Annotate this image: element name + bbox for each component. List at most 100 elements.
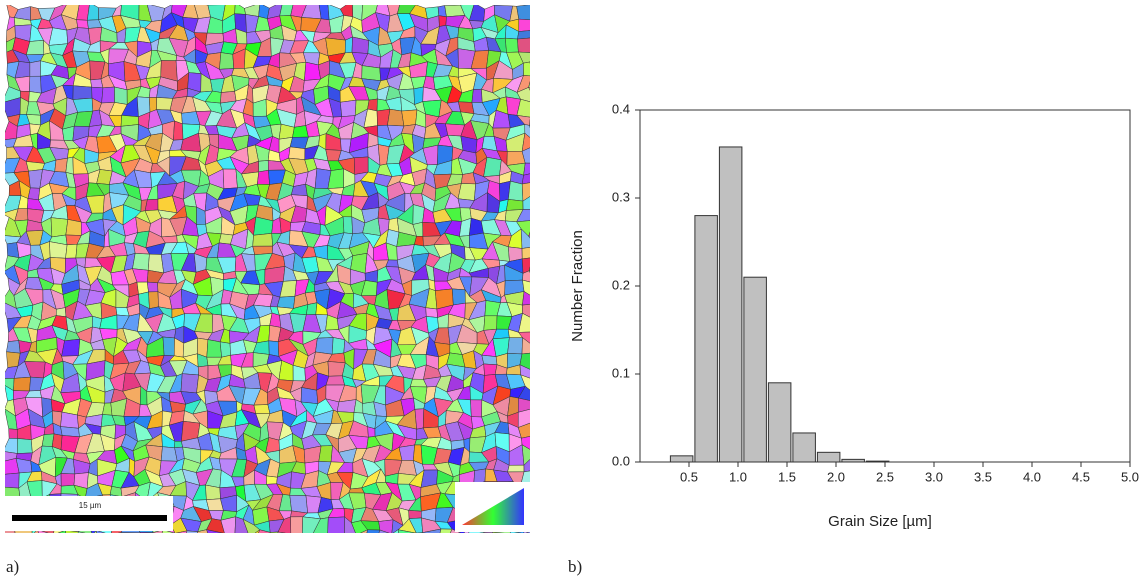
- grain: [517, 385, 530, 401]
- grain: [414, 408, 425, 430]
- grain: [528, 81, 530, 88]
- grain: [544, 74, 560, 92]
- grain: [206, 529, 224, 533]
- grain: [531, 17, 545, 30]
- grain: [530, 422, 544, 440]
- grain: [516, 98, 530, 118]
- grain: [529, 369, 530, 371]
- grain: [459, 544, 469, 557]
- grain: [542, 186, 560, 197]
- grain: [545, 367, 558, 381]
- grain: [60, 411, 79, 429]
- grain: [533, 26, 546, 45]
- grain: [507, 337, 523, 355]
- grain: [541, 330, 561, 345]
- grain: [27, 187, 41, 201]
- grain: [517, 397, 530, 413]
- grain: [65, 529, 79, 533]
- grain: [543, 229, 557, 247]
- grain: [269, 531, 279, 533]
- grain: [253, 404, 271, 414]
- grain: [543, 7, 559, 18]
- grain: [542, 64, 560, 77]
- grain: [360, 529, 368, 533]
- grain: [49, 241, 68, 259]
- grain: [516, 209, 530, 223]
- grain: [492, 530, 512, 533]
- grain: [541, 207, 562, 219]
- y-tick-label: 0.0: [612, 453, 630, 468]
- grain: [77, 531, 86, 533]
- grain: [5, 537, 16, 546]
- grain: [543, 422, 558, 440]
- grain: [544, 529, 561, 548]
- grain: [264, 266, 286, 284]
- grain: [258, 529, 271, 533]
- grain: [52, 545, 67, 559]
- grain: [353, 156, 369, 175]
- x-tick-label: 2.0: [827, 469, 845, 484]
- grain: [436, 541, 446, 555]
- grain: [40, 547, 54, 560]
- grain: [531, 471, 545, 489]
- grain: [523, 459, 530, 473]
- grain: [387, 108, 405, 127]
- grain: [50, 217, 69, 238]
- grain: [318, 445, 333, 463]
- grain: [549, 124, 561, 140]
- x-tick-label: 1.0: [729, 469, 747, 484]
- grain: [210, 541, 223, 560]
- grain: [117, 532, 122, 533]
- grain: [529, 118, 530, 126]
- grain: [532, 451, 549, 464]
- grain: [401, 109, 418, 127]
- x-axis-label: Grain Size [µm]: [828, 513, 932, 530]
- grain: [194, 541, 211, 560]
- grain: [223, 533, 238, 547]
- grain: [531, 283, 548, 297]
- grain: [197, 529, 209, 533]
- grain: [65, 219, 82, 236]
- grain: [8, 428, 18, 439]
- grain: [6, 340, 21, 354]
- grain: [186, 530, 199, 533]
- y-tick-label: 0.3: [612, 189, 630, 204]
- grain: [222, 168, 238, 189]
- grain: [235, 536, 250, 545]
- y-axis-label: Number Fraction: [569, 230, 586, 342]
- scale-bar-box: [5, 496, 173, 531]
- grain-map: [5, 5, 562, 561]
- scale-bar: [12, 515, 167, 521]
- grain: [509, 530, 522, 533]
- grain: [481, 354, 498, 366]
- grain: [533, 145, 547, 163]
- grain: [258, 160, 269, 173]
- x-tick-label: 1.5: [778, 469, 796, 484]
- grain: [13, 376, 31, 392]
- grain: [422, 543, 437, 561]
- grain: [530, 409, 544, 423]
- grain: [219, 52, 235, 70]
- grain: [114, 86, 128, 105]
- grain: [532, 246, 544, 257]
- grain: [97, 549, 117, 561]
- grain: [530, 331, 547, 345]
- grain: [425, 307, 438, 318]
- grain: [523, 61, 530, 77]
- grain: [96, 530, 106, 533]
- grain: [518, 331, 530, 344]
- grain: [65, 243, 78, 259]
- grain: [175, 530, 188, 533]
- grain: [234, 5, 246, 15]
- grain: [529, 61, 530, 63]
- scale-bar-label: 15 µm: [79, 501, 102, 510]
- grain: [397, 518, 417, 533]
- grain: [522, 196, 530, 210]
- grain: [546, 392, 556, 405]
- grain: [529, 61, 530, 65]
- grain: [16, 438, 33, 454]
- grain: [349, 543, 364, 558]
- grain: [223, 545, 238, 559]
- grain: [5, 97, 21, 118]
- grain: [361, 65, 381, 82]
